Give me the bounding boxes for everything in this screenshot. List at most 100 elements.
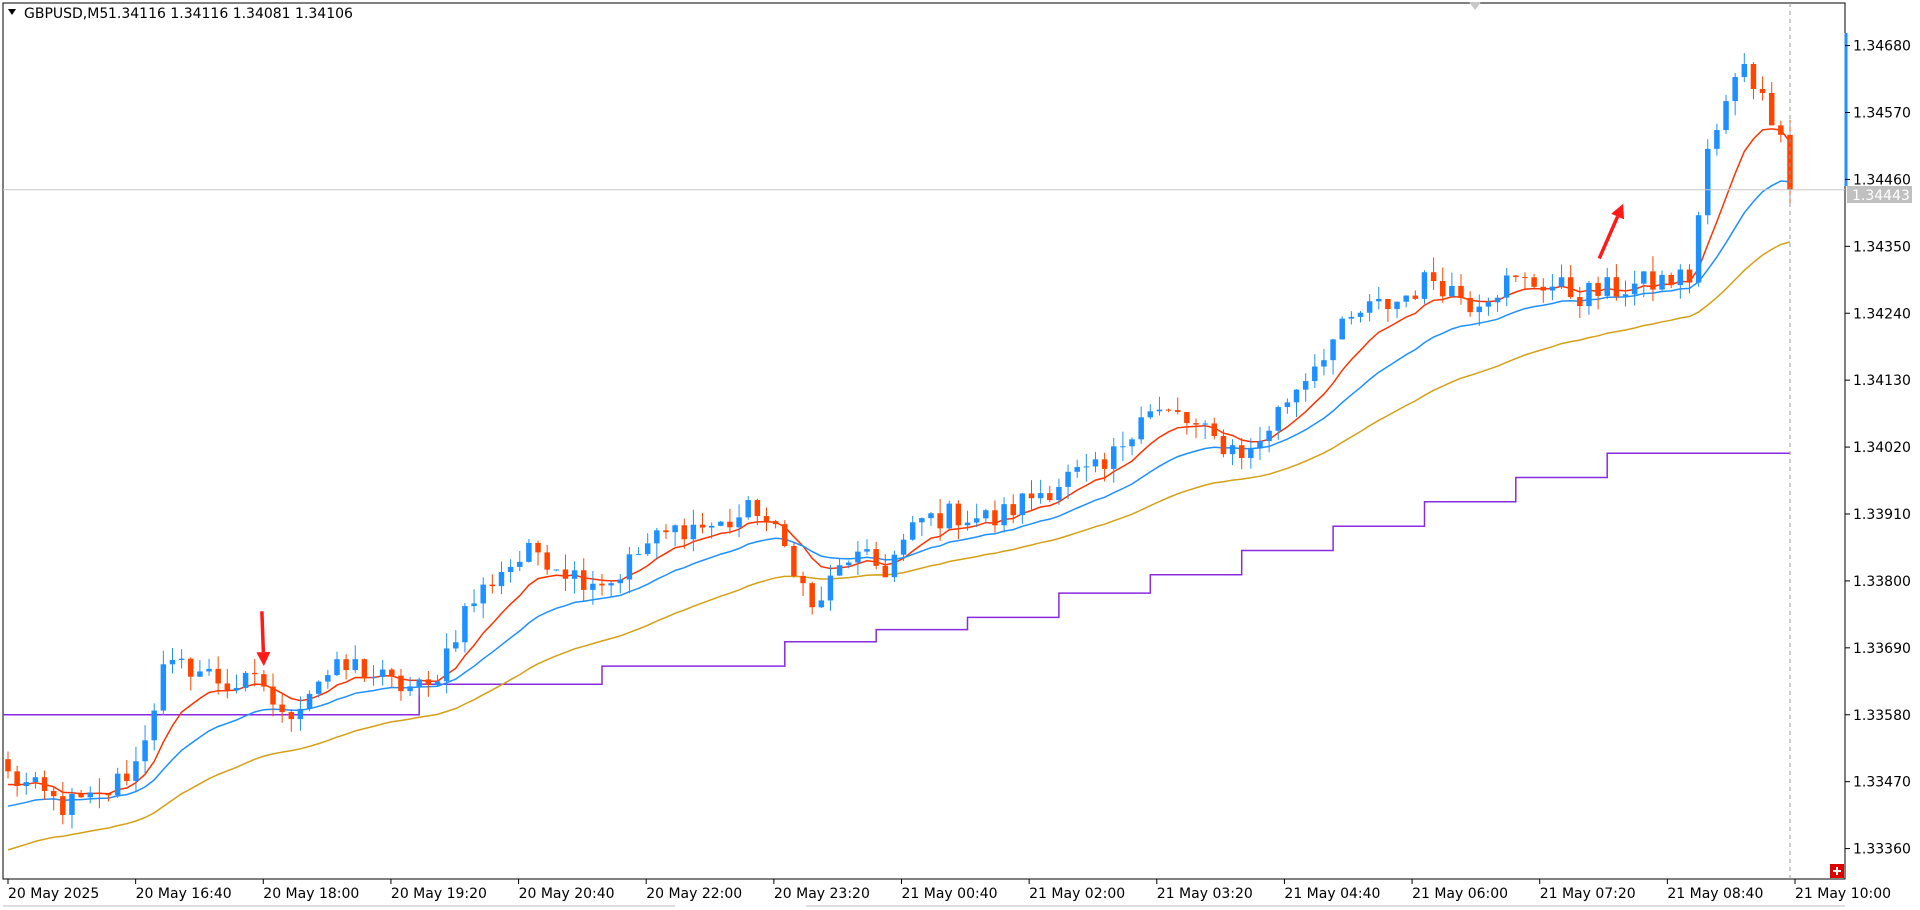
candle-body [1056, 486, 1062, 501]
candle [1184, 411, 1190, 435]
signal-arrow-icon-1 [256, 651, 271, 667]
candle [699, 512, 706, 534]
candle [1083, 453, 1090, 482]
candle [535, 540, 541, 566]
candle [1768, 82, 1775, 126]
candle [928, 512, 934, 527]
candle [242, 670, 249, 692]
candle [1558, 264, 1565, 289]
time-axis[interactable]: 20 May 2025 20 May 16:40 20 May 18:00 20 Ma… [7, 879, 1891, 902]
dropdown-triangle-icon[interactable] [8, 9, 16, 15]
candle [1101, 452, 1108, 482]
candle-body [928, 513, 934, 519]
candle-body [827, 575, 834, 601]
candle [562, 554, 569, 592]
candle [1540, 278, 1547, 303]
candle-body [343, 659, 349, 671]
scroll-to-end-button[interactable] [1830, 864, 1844, 878]
candle-body [1394, 301, 1400, 310]
candle-body [443, 648, 450, 682]
pivot-step-line [3, 452, 1790, 716]
candle [1165, 408, 1172, 413]
current-price-tag: 1.34443 [1847, 186, 1912, 204]
candle-body [306, 693, 313, 709]
candle-body [1156, 409, 1163, 412]
candle [1732, 73, 1738, 116]
candle-body [133, 761, 139, 781]
candle-body [1778, 125, 1784, 135]
candle [1193, 418, 1199, 439]
candle [352, 645, 359, 673]
candle-body [1613, 277, 1620, 297]
candle [919, 517, 925, 537]
price-tick-label: 1.33360 [1853, 842, 1911, 858]
candle [1586, 280, 1592, 315]
candle-body [1238, 445, 1245, 458]
candle-body [1531, 277, 1537, 287]
candle [1412, 290, 1419, 300]
candle [882, 554, 889, 578]
candle [1047, 485, 1053, 503]
candle-body [1284, 402, 1291, 408]
candle-body [334, 659, 340, 676]
candle [471, 589, 477, 613]
candle [1759, 76, 1766, 101]
candle [1284, 398, 1291, 414]
candle-body [1439, 280, 1446, 297]
candle-body [78, 793, 84, 798]
candle [553, 569, 560, 572]
candle-body [50, 790, 57, 797]
candle [1248, 438, 1254, 469]
candle-body [160, 664, 167, 711]
candle [1668, 272, 1674, 289]
candle-body [526, 542, 532, 562]
price-tick-label: 1.33910 [1853, 507, 1911, 523]
candle-body [215, 668, 221, 684]
candle-body [763, 516, 770, 522]
candle-body [1001, 504, 1007, 526]
candle-body [992, 510, 998, 526]
candle-body [498, 571, 505, 587]
candle-body [882, 565, 889, 578]
symbol-timeframe-label: GBPUSD,M5 [24, 6, 108, 22]
candle-body [599, 583, 605, 586]
candle [590, 571, 596, 605]
candle [343, 654, 349, 680]
candle [526, 538, 532, 563]
chart-plot-area[interactable] [2, 2, 1846, 880]
candle [1531, 273, 1537, 290]
candle-body [1293, 389, 1300, 403]
candle [955, 500, 962, 540]
candle-body [1650, 271, 1656, 290]
candle-body [1257, 441, 1263, 449]
candle [1238, 437, 1245, 470]
moving-average-line-1 [7, 128, 1791, 795]
candle-body [1768, 92, 1775, 126]
candle-body [1723, 101, 1729, 131]
candle [1549, 273, 1556, 301]
candle-body [434, 681, 441, 685]
candle [1385, 298, 1391, 322]
candle [507, 559, 514, 583]
candle [654, 527, 660, 559]
candle [964, 510, 971, 531]
candle [224, 668, 231, 699]
time-tick-label: 20 May 20:40 [519, 886, 615, 902]
candle-body [453, 642, 459, 649]
candles-layer [5, 52, 1793, 829]
candle [169, 648, 176, 674]
candle-body [1458, 285, 1464, 299]
candle-body [973, 518, 980, 523]
candle [407, 676, 413, 696]
candle [142, 725, 148, 774]
candle [1156, 396, 1163, 416]
candle-body [1120, 446, 1126, 448]
candle-body [571, 570, 578, 579]
time-tick-label: 21 May 03:20 [1157, 886, 1253, 902]
chart-shift-marker-icon[interactable] [1469, 2, 1481, 10]
candle-body [1604, 277, 1610, 296]
candle-body [288, 712, 295, 720]
price-axis[interactable]: 1.34680 1.34570 1.34460 1.34350 1.34240 1.341… [1845, 39, 1911, 858]
candle-body [1275, 407, 1281, 431]
